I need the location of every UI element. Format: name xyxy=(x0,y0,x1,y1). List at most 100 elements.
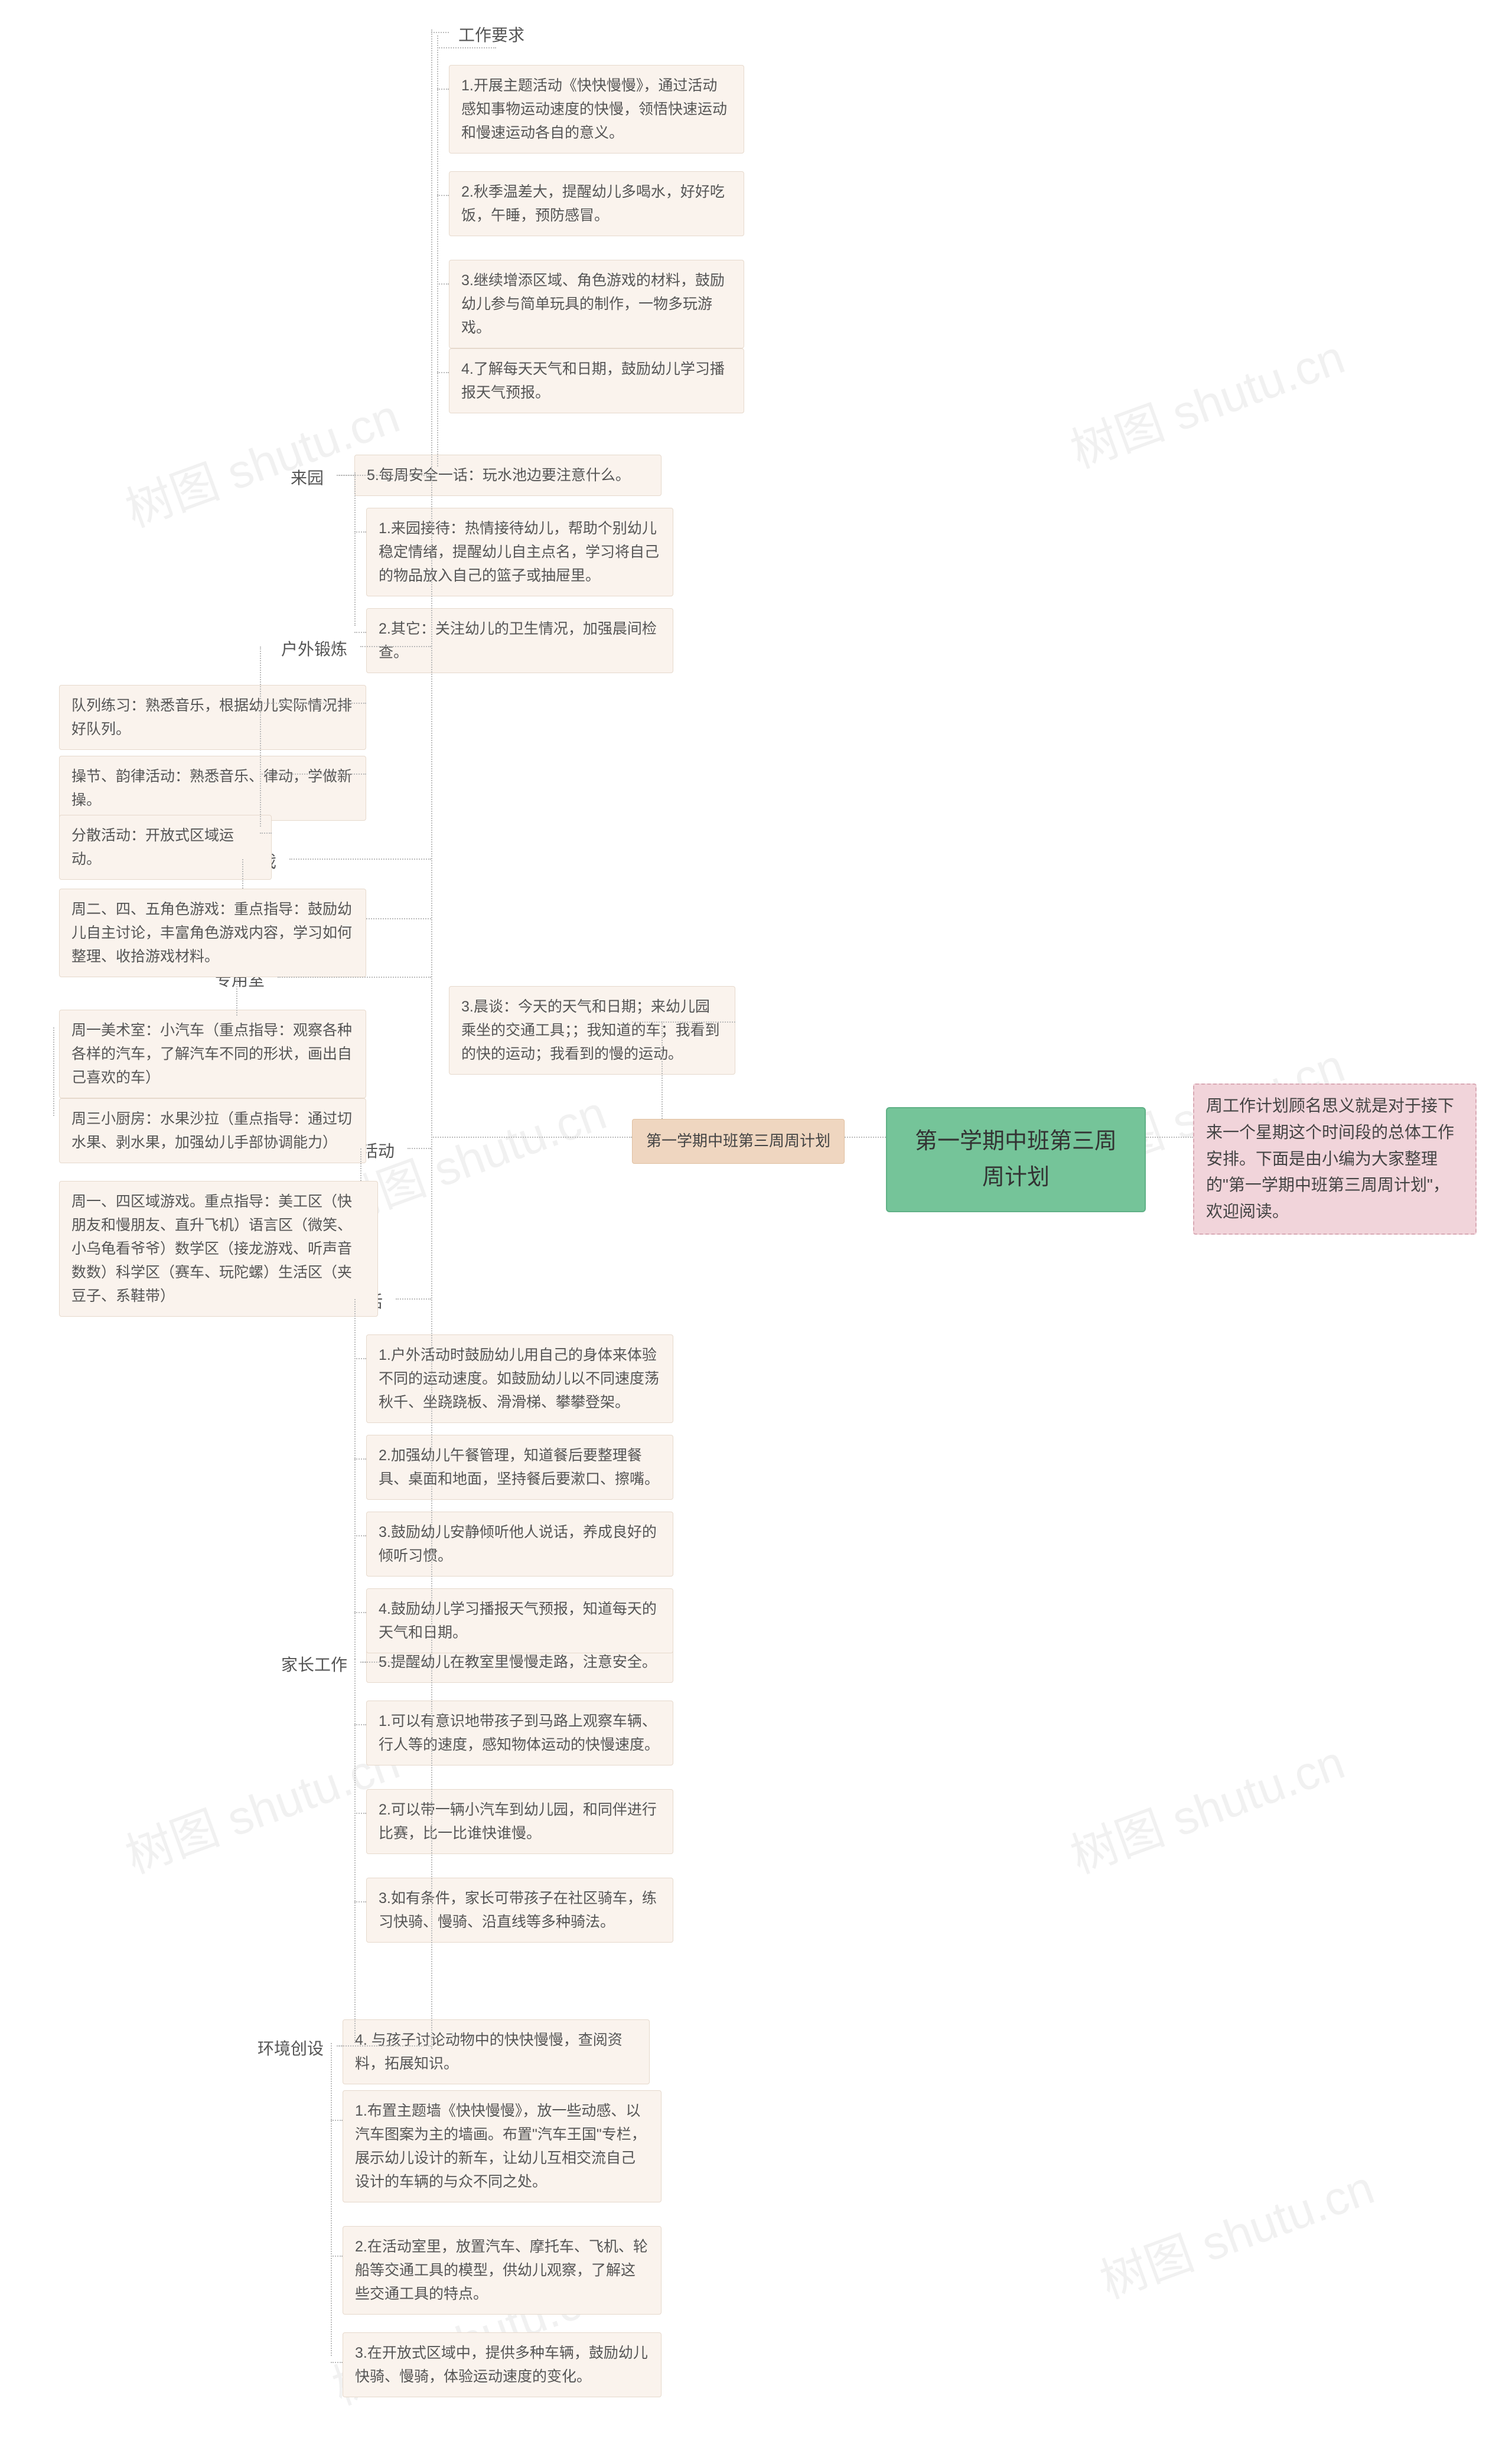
mid-text: 第一学期中班第三周周计划 xyxy=(646,1132,830,1150)
category-label[interactable]: 来园 xyxy=(284,461,331,497)
leaf-text: 周二、四、五角色游戏：重点指导：鼓励幼儿自主讨论，丰富角色游戏内容，学习如何整理… xyxy=(71,901,352,965)
connector xyxy=(437,195,449,196)
connector xyxy=(354,1612,366,1613)
leaf-node: 1.开展主题活动《快快慢慢》，通过活动感知事物运动速度的快慢，领悟快速运动和慢速… xyxy=(449,65,744,154)
leaf-text: 2.其它：关注幼儿的卫生情况，加强晨间检查。 xyxy=(379,621,657,661)
leaf-text: 3.如有条件，家长可带孩子在社区骑车，练习快骑、慢骑、沿直线等多种骑法。 xyxy=(379,1890,657,1930)
connector xyxy=(1146,1137,1193,1138)
leaf-text: 周一美术室：小汽车（重点指导：观察各种各样的汽车，了解汽车不同的形状，画出自己喜… xyxy=(71,1022,352,1086)
leaf-node: 周一美术室：小汽车（重点指导：观察各种各样的汽车，了解汽车不同的形状，画出自己喜… xyxy=(59,1010,366,1098)
connector xyxy=(260,647,261,827)
leaf-text: 分散活动：开放式区域运动。 xyxy=(71,827,234,867)
connector xyxy=(289,859,431,860)
category-label[interactable]: 户外锻炼 xyxy=(272,632,354,668)
leaf-node: 2.在活动室里，放置汽车、摩托车、飞机、轮船等交通工具的模型，供幼儿观察，了解这… xyxy=(343,2226,662,2315)
leaf-node: 2.秋季温差大，提醒幼儿多喝水，好好吃饭，午睡，预防感冒。 xyxy=(449,171,744,236)
root-text: 第一学期中班第三周周计划 xyxy=(915,1129,1117,1190)
connector xyxy=(662,1022,663,1119)
category-text: 来园 xyxy=(291,469,324,487)
connector xyxy=(360,646,431,647)
connector xyxy=(331,2043,332,2356)
connector xyxy=(53,1027,54,1116)
leaf-node: 分散活动：开放式区域运动。 xyxy=(59,815,272,880)
connector xyxy=(437,35,438,466)
connector xyxy=(337,2045,431,2047)
connector xyxy=(437,47,496,48)
connector xyxy=(431,32,449,33)
leaf-node: 1.布置主题墙《快快慢慢》，放一些动感、以汽车图案为主的墙画。布置"汽车王国"专… xyxy=(343,2090,662,2202)
leaf-text: 2.在活动室里，放置汽车、摩托车、飞机、轮船等交通工具的模型，供幼儿观察，了解这… xyxy=(355,2238,648,2302)
connector xyxy=(278,977,431,978)
connector xyxy=(260,703,366,704)
leaf-text: 4.鼓励幼儿学习播报天气预报，知道每天的天气和日期。 xyxy=(379,1601,657,1641)
connector xyxy=(354,531,366,533)
mid-node[interactable]: 第一学期中班第三周周计划 xyxy=(632,1119,845,1164)
leaf-node: 4.了解每天天气和日期，鼓励幼儿学习播报天气预报。 xyxy=(449,348,744,413)
leaf-node: 2.加强幼儿午餐管理，知道餐后要整理餐具、桌面和地面，坚持餐后要漱口、擦嘴。 xyxy=(366,1435,673,1500)
leaf-node: 1.可以有意识地带孩子到马路上观察车辆、行人等的速度，感知物体运动的快慢速度。 xyxy=(366,1701,673,1765)
annotation-text: 周工作计划顾名思义就是对于接下来一个星期这个时间段的总体工作安排。下面是由小编为… xyxy=(1206,1096,1454,1220)
leaf-node: 1.来园接待：热情接待幼儿，帮助个别幼儿稳定情绪，提醒幼儿自主点名，学习将自己的… xyxy=(366,508,673,596)
connector xyxy=(354,1358,366,1359)
connector xyxy=(236,977,237,1016)
annotation-node: 周工作计划顾名思义就是对于接下来一个星期这个时间段的总体工作安排。下面是由小编为… xyxy=(1193,1083,1477,1235)
leaf-text: 1.来园接待：热情接待幼儿，帮助个别幼儿稳定情绪，提醒幼儿自主点名，学习将自己的… xyxy=(379,520,659,584)
connector xyxy=(354,1535,366,1536)
connector xyxy=(366,918,431,919)
watermark: 树图 shutu.cn xyxy=(115,1725,408,1887)
connector xyxy=(360,1148,361,1181)
leaf-node: 1.户外活动时鼓励幼儿用自己的身体来体验不同的运动速度。如鼓励幼儿以不同速度荡秋… xyxy=(366,1334,673,1423)
watermark: 树图 shutu.cn xyxy=(1090,2150,1382,2312)
leaf-node: 周二、四、五角色游戏：重点指导：鼓励幼儿自主讨论，丰富角色游戏内容，学习如何整理… xyxy=(59,889,366,977)
leaf-node: 周三小厨房：水果沙拉（重点指导：通过切水果、剥水果，加强幼儿手部协调能力） xyxy=(59,1098,366,1163)
connector xyxy=(354,1458,366,1460)
category-text: 环境创设 xyxy=(258,2039,324,2058)
mid-side-leaf: 3.晨谈：今天的天气和日期；来幼儿园乘坐的交通工具；；我知道的车；我看到的快的运… xyxy=(449,986,735,1075)
connector xyxy=(354,1813,366,1814)
leaf-node: 2.可以带一辆小汽车到幼儿园，和同伴进行比赛，比一比谁快谁慢。 xyxy=(366,1789,673,1854)
connector xyxy=(354,632,366,633)
watermark: 树图 shutu.cn xyxy=(1060,319,1353,482)
leaf-text: 周三小厨房：水果沙拉（重点指导：通过切水果、剥水果，加强幼儿手部协调能力） xyxy=(71,1111,352,1151)
connector xyxy=(260,774,366,775)
watermark: 树图 shutu.cn xyxy=(1060,1725,1353,1887)
connector xyxy=(354,1724,366,1725)
root-node[interactable]: 第一学期中班第三周周计划 xyxy=(886,1107,1146,1212)
leaf-node: 3.在开放式区域中，提供多种车辆，鼓励幼儿快骑、慢骑，体验运动速度的变化。 xyxy=(343,2332,662,2397)
connector xyxy=(360,1662,431,1663)
leaf-text: 4. 与孩子讨论动物中的快快慢慢，查阅资料，拓展知识。 xyxy=(355,2032,623,2072)
leaf-node: 3.如有条件，家长可带孩子在社区骑车，练习快骑、慢骑、沿直线等多种骑法。 xyxy=(366,1878,673,1943)
connector xyxy=(331,2256,343,2257)
leaf-node: 3.继续增添区域、角色游戏的材料，鼓励幼儿参与简单玩具的制作，一物多玩游戏。 xyxy=(449,260,744,348)
leaf-text: 2.加强幼儿午餐管理，知道餐后要整理餐具、桌面和地面，坚持餐后要漱口、擦嘴。 xyxy=(379,1447,659,1487)
leaf-node: 3.鼓励幼儿安静倾听他人说话，养成良好的倾听习惯。 xyxy=(366,1512,673,1577)
connector xyxy=(408,1148,431,1149)
leaf-text: 3.继续增添区域、角色游戏的材料，鼓励幼儿参与简单玩具的制作，一物多玩游戏。 xyxy=(461,272,725,336)
connector xyxy=(242,859,243,889)
leaf-text: 1.布置主题墙《快快慢慢》，放一些动感、以汽车图案为主的墙画。布置"汽车王国"专… xyxy=(355,2103,646,2190)
leaf-text: 2.秋季温差大，提醒幼儿多喝水，好好吃饭，午睡，预防感冒。 xyxy=(461,184,725,224)
leaf-node: 操节、韵律活动：熟悉音乐、律动，学做新操。 xyxy=(59,756,366,821)
leaf-node: 4. 与孩子讨论动物中的快快慢慢，查阅资料，拓展知识。 xyxy=(343,2019,650,2084)
connector xyxy=(437,283,449,285)
connector xyxy=(354,1299,356,1659)
leaf-node: 2.其它：关注幼儿的卫生情况，加强晨间检查。 xyxy=(366,608,673,673)
category-text: 工作要求 xyxy=(458,26,524,44)
connector xyxy=(437,372,449,373)
mid-side-leaf-text: 3.晨谈：今天的天气和日期；来幼儿园乘坐的交通工具；；我知道的车；我看到的快的运… xyxy=(461,998,720,1062)
connector xyxy=(337,475,431,476)
connector xyxy=(431,1137,632,1138)
connector xyxy=(354,1659,356,2043)
leaf-text: 3.在开放式区域中，提供多种车辆，鼓励幼儿快骑、慢骑，体验运动速度的变化。 xyxy=(355,2345,648,2385)
connector xyxy=(431,30,432,2049)
connector xyxy=(260,833,272,834)
connector xyxy=(396,1298,431,1300)
connector xyxy=(845,1137,886,1138)
category-label[interactable]: 家长工作 xyxy=(272,1647,354,1683)
leaf-text: 1.开展主题活动《快快慢慢》，通过活动感知事物运动速度的快慢，领悟快速运动和慢速… xyxy=(461,77,727,141)
category-text: 户外锻炼 xyxy=(281,640,347,658)
leaf-node: 周一、四区域游戏。重点指导：美工区（快朋友和慢朋友、直升飞机）语言区（微笑、小乌… xyxy=(59,1181,378,1317)
leaf-node: 4.鼓励幼儿学习播报天气预报，知道每天的天气和日期。 xyxy=(366,1588,673,1653)
category-label[interactable]: 环境创设 xyxy=(248,2031,331,2067)
connector xyxy=(632,1022,735,1023)
